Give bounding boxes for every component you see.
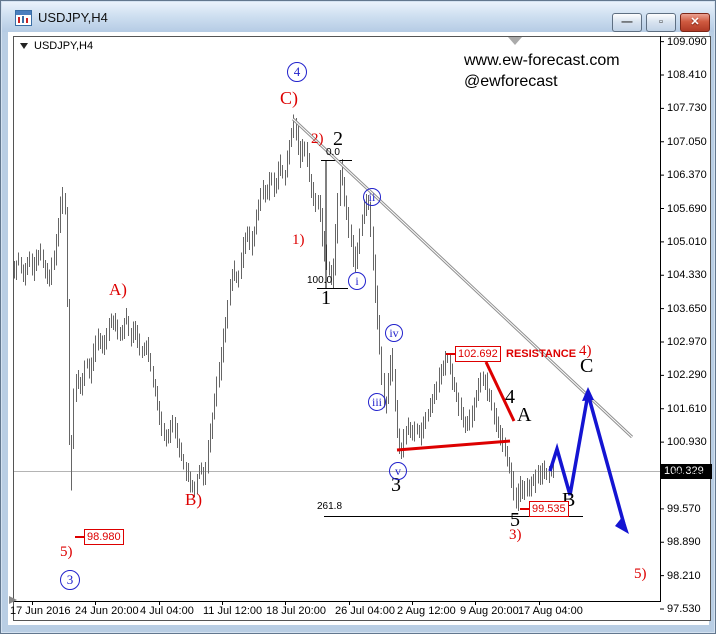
current-price-box: 100.329 xyxy=(661,464,712,479)
wave-label-red: 3) xyxy=(509,527,522,543)
title-bar[interactable]: USDJPY,H4 — ▫ ✕ xyxy=(2,2,714,32)
wave-label-red: B) xyxy=(185,490,202,509)
wave-label-red: 5) xyxy=(634,566,647,582)
wave-label-black: C xyxy=(580,355,594,377)
resistance-annotation: RESISTANCE xyxy=(506,348,577,360)
price-tag: 102.692 xyxy=(455,346,501,362)
price-tag-dash xyxy=(75,536,84,538)
wave-circle-blue: 3 xyxy=(60,570,80,590)
wave-label-red: A) xyxy=(109,280,127,299)
x-axis-label: 11 Jul 12:00 xyxy=(203,605,263,617)
wave-label-black: 1 xyxy=(321,287,331,309)
price-tag-dash xyxy=(520,508,529,510)
fib-level-label: 100.0 xyxy=(307,275,333,286)
y-axis-label: 106.370 xyxy=(667,169,707,182)
y-axis-label: 109.090 xyxy=(667,35,707,48)
x-axis-label: 26 Jul 04:00 xyxy=(335,605,395,617)
x-axis-label: 24 Jun 20:00 xyxy=(75,605,139,617)
wave-label-black: 2 xyxy=(333,128,343,150)
chart-window-icon xyxy=(15,10,32,26)
wave-circle-blue: i xyxy=(348,272,366,290)
x-axis-label: 4 Jul 04:00 xyxy=(140,605,194,617)
window-title: USDJPY,H4 xyxy=(38,10,108,25)
y-axis-label: 105.690 xyxy=(667,202,707,215)
y-axis-label: 101.610 xyxy=(667,402,707,415)
x-axis-label: 18 Jul 20:00 xyxy=(266,605,326,617)
x-axis-label: 17 Jun 2016 xyxy=(10,605,71,617)
fib-level-label: 0.0 xyxy=(326,147,340,158)
wave-label-black: 4 xyxy=(505,386,515,408)
wave-circle-blue: v xyxy=(389,462,407,480)
wave-label-red: 5) xyxy=(60,544,73,560)
wave-label-red: 2) xyxy=(311,131,324,147)
y-axis-label: 100.930 xyxy=(667,436,707,449)
close-button[interactable]: ✕ xyxy=(680,13,710,32)
y-axis-label: 104.330 xyxy=(667,269,707,282)
y-axis-label: 103.650 xyxy=(667,302,707,315)
y-axis-label: 98.210 xyxy=(667,569,701,582)
y-axis-label: 105.010 xyxy=(667,235,707,248)
y-axis-label: 102.970 xyxy=(667,336,707,348)
wave-label-black: A xyxy=(517,404,532,426)
x-axis-label: 9 Aug 20:00 xyxy=(460,605,519,617)
y-axis-label: 97.530 xyxy=(667,602,701,615)
wave-label-black: 5 xyxy=(510,509,520,531)
watermark-text: www.ew-forecast.com @ewforecast xyxy=(464,52,620,90)
x-axis-label: 2 Aug 12:00 xyxy=(397,605,456,617)
price-tag-dash xyxy=(446,353,455,355)
wave-circle-blue: 4 xyxy=(287,62,307,82)
symbol-timeframe-label[interactable]: USDJPY,H4 xyxy=(20,40,93,52)
y-axis-label: 100.250 xyxy=(667,469,707,482)
wave-label-red: 1) xyxy=(292,232,305,248)
y-axis-label: 102.290 xyxy=(667,369,707,382)
wave-circle-blue: ii xyxy=(363,188,381,206)
y-axis-label: 98.890 xyxy=(667,536,701,549)
wave-circle-blue: iii xyxy=(368,393,386,411)
y-axis-label: 107.730 xyxy=(667,102,707,115)
price-tag: 99.535 xyxy=(529,501,569,517)
wave-circle-blue: iv xyxy=(385,324,403,342)
wave-label-red: C) xyxy=(280,88,298,108)
minimize-button[interactable]: — xyxy=(612,13,642,32)
wave-label-red: 4) xyxy=(579,343,592,359)
y-axis-label: 108.410 xyxy=(667,69,707,81)
restore-button[interactable]: ▫ xyxy=(646,13,676,32)
dropdown-triangle-icon xyxy=(20,43,28,50)
wave-label-black: 3 xyxy=(391,474,401,496)
y-axis-label: 107.050 xyxy=(667,135,707,148)
price-tag: 98.980 xyxy=(84,529,124,545)
x-axis-label: 17 Aug 04:00 xyxy=(518,605,583,617)
y-axis-label: 99.570 xyxy=(667,502,701,515)
fib-level-label: 261.8 xyxy=(317,501,343,512)
